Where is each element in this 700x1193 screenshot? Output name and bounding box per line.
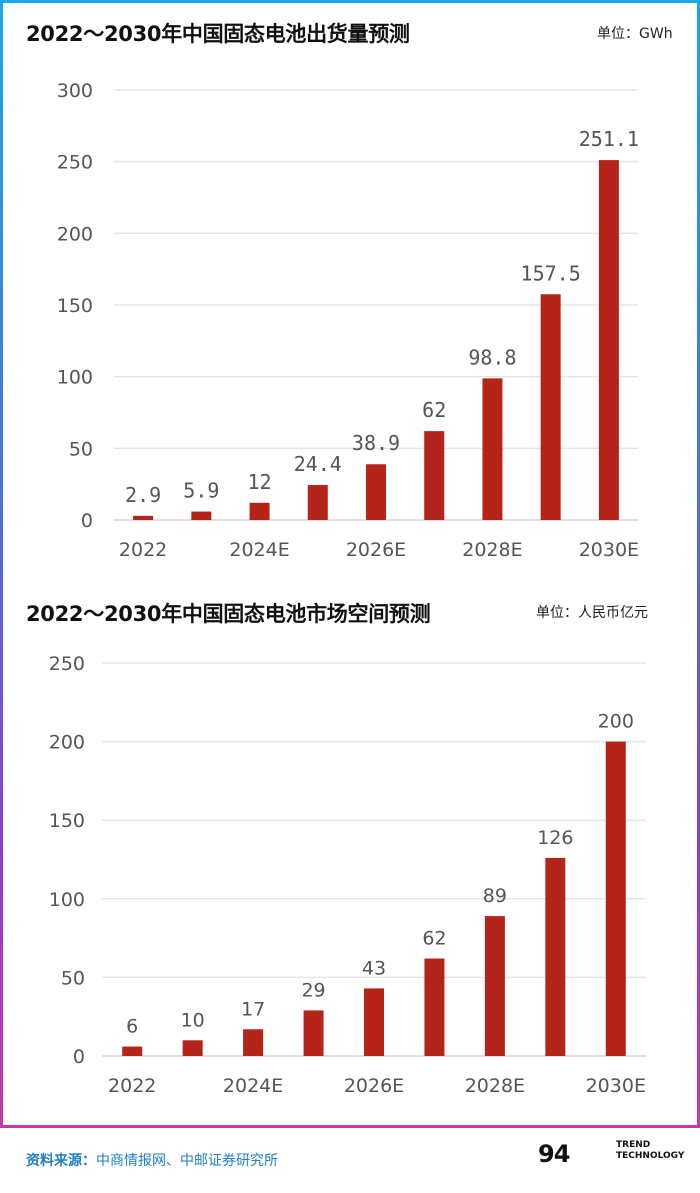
bar [307, 485, 328, 520]
data-label: 251.1 [579, 127, 639, 151]
bar [545, 857, 566, 1056]
data-label: 43 [362, 957, 386, 979]
y-tick-label: 50 [61, 967, 85, 989]
y-tick-label: 200 [49, 732, 85, 754]
x-tick-label: 2028E [462, 539, 522, 561]
bar [366, 464, 386, 520]
data-label: 38.9 [352, 431, 400, 455]
y-tick-label: 250 [49, 653, 85, 675]
x-tick-label: 2024E [229, 539, 289, 561]
data-label: 62 [422, 928, 446, 950]
x-tick-label: 2022 [108, 1075, 156, 1097]
bar [424, 958, 445, 1056]
x-tick-label: 2028E [465, 1075, 525, 1097]
x-tick-label: 2030E [586, 1075, 646, 1097]
y-tick-label: 100 [57, 367, 93, 389]
x-tick-label: 2026E [346, 539, 406, 561]
x-tick-label: 2026E [344, 1075, 404, 1097]
source-footer: 资料来源：中商情报网、中邮证券研究所 [26, 1150, 278, 1170]
bar [484, 916, 505, 1056]
bar [598, 160, 619, 520]
bar [182, 1040, 203, 1056]
data-label: 126 [537, 827, 573, 849]
data-label: 10 [181, 1009, 205, 1031]
y-tick-label: 0 [73, 1046, 85, 1068]
bar [303, 1010, 324, 1056]
shipment-bar-chart: 0 50 100 150 200 250 300 2.9 2022 5.9 12 2024E 24.4 3… [57, 80, 639, 561]
data-label: 12 [248, 470, 272, 494]
bar [540, 294, 561, 520]
bar [424, 431, 445, 520]
x-tick-label: 2024E [223, 1075, 283, 1097]
logo-brand-line1: TREND [616, 1140, 651, 1150]
bar [605, 741, 626, 1056]
source-text: 中商情报网、中邮证券研究所 [96, 1153, 278, 1169]
y-tick-label: 200 [57, 223, 93, 245]
bar [133, 515, 154, 520]
data-label: 98.8 [468, 345, 516, 369]
data-label: 157.5 [521, 261, 581, 285]
brand-logo: 94 TREND TECHNOLOGY [538, 1138, 688, 1174]
data-label: 62 [422, 398, 446, 422]
bar [191, 511, 212, 520]
bar [249, 502, 270, 520]
logo-number: 94 [538, 1140, 570, 1168]
data-label: 6 [126, 1016, 138, 1038]
bar [482, 378, 503, 520]
chart-2-unit: 单位：人民币亿元 [536, 605, 648, 621]
logo-brand-line2: TECHNOLOGY [616, 1151, 685, 1161]
data-label: 5.9 [183, 479, 219, 503]
source-label: 资料来源： [26, 1153, 96, 1169]
chart-2-title: 2022～2030年中国固态电池市场空间预测 [26, 602, 431, 626]
x-tick-label: 2030E [579, 539, 639, 561]
data-label: 29 [301, 979, 325, 1001]
chart-frame [0, 0, 700, 1128]
data-label: 89 [483, 885, 507, 907]
y-tick-label: 100 [49, 889, 85, 911]
bar [122, 1046, 143, 1056]
y-tick-label: 250 [57, 152, 93, 174]
data-label: 24.4 [294, 452, 342, 476]
data-label: 2.9 [125, 483, 161, 507]
y-tick-label: 150 [57, 295, 93, 317]
chart-1-unit: 单位：GWh [597, 26, 673, 42]
data-label: 17 [241, 998, 265, 1020]
data-label: 200 [598, 711, 634, 733]
x-tick-label: 2022 [119, 539, 167, 561]
chart-1-title: 2022～2030年中国固态电池出货量预测 [26, 22, 410, 46]
bar [364, 988, 384, 1056]
y-tick-label: 0 [81, 510, 93, 532]
y-tick-label: 150 [49, 810, 85, 832]
y-tick-label: 300 [57, 80, 93, 102]
bar [243, 1029, 264, 1056]
logo-brand: TREND TECHNOLOGY [616, 1140, 684, 1162]
y-tick-label: 50 [69, 438, 93, 460]
market-size-bar-chart: 0 50 100 150 200 250 6 2022 10 17 2024E 29 43 2026E 62… [49, 653, 646, 1097]
